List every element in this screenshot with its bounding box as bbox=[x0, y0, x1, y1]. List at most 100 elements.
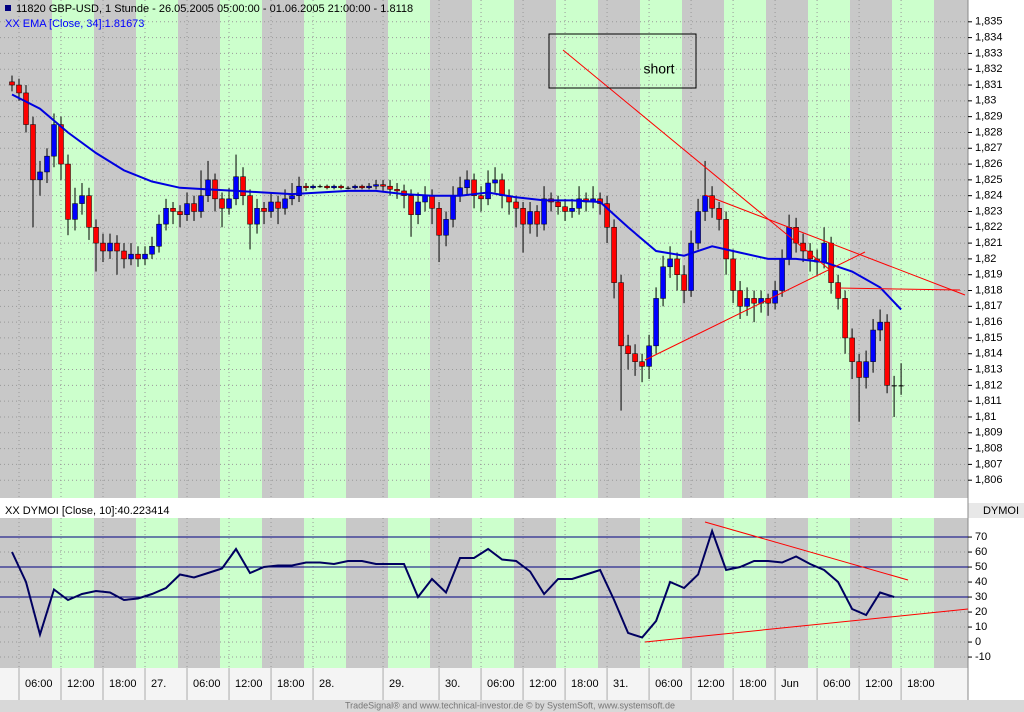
y-tick-label: 1,818 bbox=[975, 284, 1003, 296]
y-tick-label: 1,814 bbox=[975, 348, 1003, 360]
candle-body bbox=[786, 227, 792, 260]
session-band bbox=[892, 518, 934, 668]
candle-body bbox=[72, 203, 78, 220]
candle-body bbox=[37, 171, 43, 181]
candle-body bbox=[338, 185, 344, 189]
x-tick-label: 06:00 bbox=[25, 678, 53, 690]
candle-body bbox=[114, 242, 120, 252]
candle-body bbox=[450, 195, 456, 220]
candle-body bbox=[387, 185, 393, 190]
x-axis-strip bbox=[0, 668, 968, 700]
candle-body bbox=[779, 258, 785, 291]
candle-body bbox=[891, 385, 897, 387]
y-tick-label: 1,815 bbox=[975, 332, 1003, 344]
candle-body bbox=[646, 345, 652, 367]
candle-body bbox=[842, 298, 848, 339]
osc-tick-label: 0 bbox=[975, 636, 981, 648]
x-tick-label: 18:00 bbox=[277, 678, 305, 690]
y-tick-label: 1,834 bbox=[975, 32, 1003, 44]
candle-body bbox=[744, 298, 750, 307]
y-tick-label: 1,816 bbox=[975, 316, 1003, 328]
candle-body bbox=[58, 124, 64, 165]
x-tick-label: 12:00 bbox=[67, 678, 95, 690]
candle-body bbox=[23, 92, 29, 125]
session-band bbox=[724, 518, 766, 668]
candle-body bbox=[93, 227, 99, 244]
candle-body bbox=[513, 201, 519, 209]
chart-title: 11820 GBP-USD, 1 Stunde - 26.05.2005 05:… bbox=[16, 3, 413, 15]
candle-body bbox=[296, 185, 302, 196]
candle-body bbox=[737, 290, 743, 307]
candle-body bbox=[562, 206, 568, 212]
candle-body bbox=[667, 258, 673, 268]
session-band bbox=[52, 0, 94, 498]
overlay: short 11820 GBP-USD, 1 Stunde - 26.05.20… bbox=[5, 3, 1019, 710]
osc-tick-label: 40 bbox=[975, 576, 987, 588]
trendline bbox=[704, 521, 909, 581]
candle-body bbox=[86, 195, 92, 228]
candle-body bbox=[156, 223, 162, 247]
candle-body bbox=[324, 185, 330, 189]
y-tick-label: 1,821 bbox=[975, 237, 1003, 249]
y-tick-label: 1,827 bbox=[975, 142, 1003, 154]
session-band bbox=[640, 518, 682, 668]
annotation: short bbox=[643, 61, 674, 77]
osc-name-box bbox=[968, 503, 1024, 518]
candle-body bbox=[303, 185, 309, 189]
osc-name: DYMOI bbox=[983, 505, 1019, 517]
candle-body bbox=[800, 242, 806, 252]
x-tick-label: 18:00 bbox=[571, 678, 599, 690]
x-tick-label: 18:00 bbox=[739, 678, 767, 690]
y-tick-label: 1,807 bbox=[975, 458, 1003, 470]
y-tick-label: 1,819 bbox=[975, 269, 1003, 281]
candle-body bbox=[107, 242, 113, 252]
session-band bbox=[472, 518, 514, 668]
candle-body bbox=[247, 195, 253, 225]
candle-body bbox=[716, 208, 722, 220]
osc-tick-label: 20 bbox=[975, 606, 987, 618]
osc-tick-label: 10 bbox=[975, 621, 987, 633]
symbol-icon bbox=[5, 5, 11, 11]
candle-body bbox=[282, 198, 288, 209]
candle-body bbox=[709, 195, 715, 209]
candle-body bbox=[16, 84, 22, 94]
annotation-box bbox=[548, 33, 697, 89]
candle-body bbox=[849, 337, 855, 362]
candle-body bbox=[205, 179, 211, 196]
session-band bbox=[556, 0, 598, 498]
trendline bbox=[562, 49, 831, 271]
session-band bbox=[220, 518, 262, 668]
candle-body bbox=[408, 195, 414, 215]
candle-body bbox=[191, 203, 197, 212]
y-tick-label: 1,806 bbox=[975, 474, 1003, 486]
session-band bbox=[472, 0, 514, 498]
osc-label: XX DYMOI [Close, 10]:40.223414 bbox=[5, 505, 169, 517]
candle-body bbox=[464, 179, 470, 189]
candle-body bbox=[856, 361, 862, 378]
candle-body bbox=[268, 201, 274, 212]
candle-body bbox=[317, 186, 323, 188]
x-tick-label: 06:00 bbox=[823, 678, 851, 690]
trendline bbox=[837, 287, 961, 291]
y-tick-label: 1,831 bbox=[975, 79, 1003, 91]
candle-body bbox=[394, 189, 400, 192]
x-tick-label: 28. bbox=[319, 678, 334, 690]
candle-body bbox=[436, 208, 442, 236]
candle-body bbox=[240, 176, 246, 196]
y-tick-label: 1,825 bbox=[975, 174, 1003, 186]
candle-body bbox=[660, 266, 666, 299]
candle-body bbox=[128, 253, 134, 260]
session-band bbox=[220, 0, 262, 498]
x-tick-label: 12:00 bbox=[865, 678, 893, 690]
y-tick-label: 1,828 bbox=[975, 126, 1003, 138]
candle-body bbox=[275, 201, 281, 209]
y-tick-label: 1,811 bbox=[975, 395, 1002, 407]
candle-body bbox=[44, 155, 50, 173]
candle-body bbox=[226, 198, 232, 209]
candle-body bbox=[121, 250, 127, 260]
candle-body bbox=[639, 361, 645, 367]
x-tick-label: 29. bbox=[389, 678, 404, 690]
